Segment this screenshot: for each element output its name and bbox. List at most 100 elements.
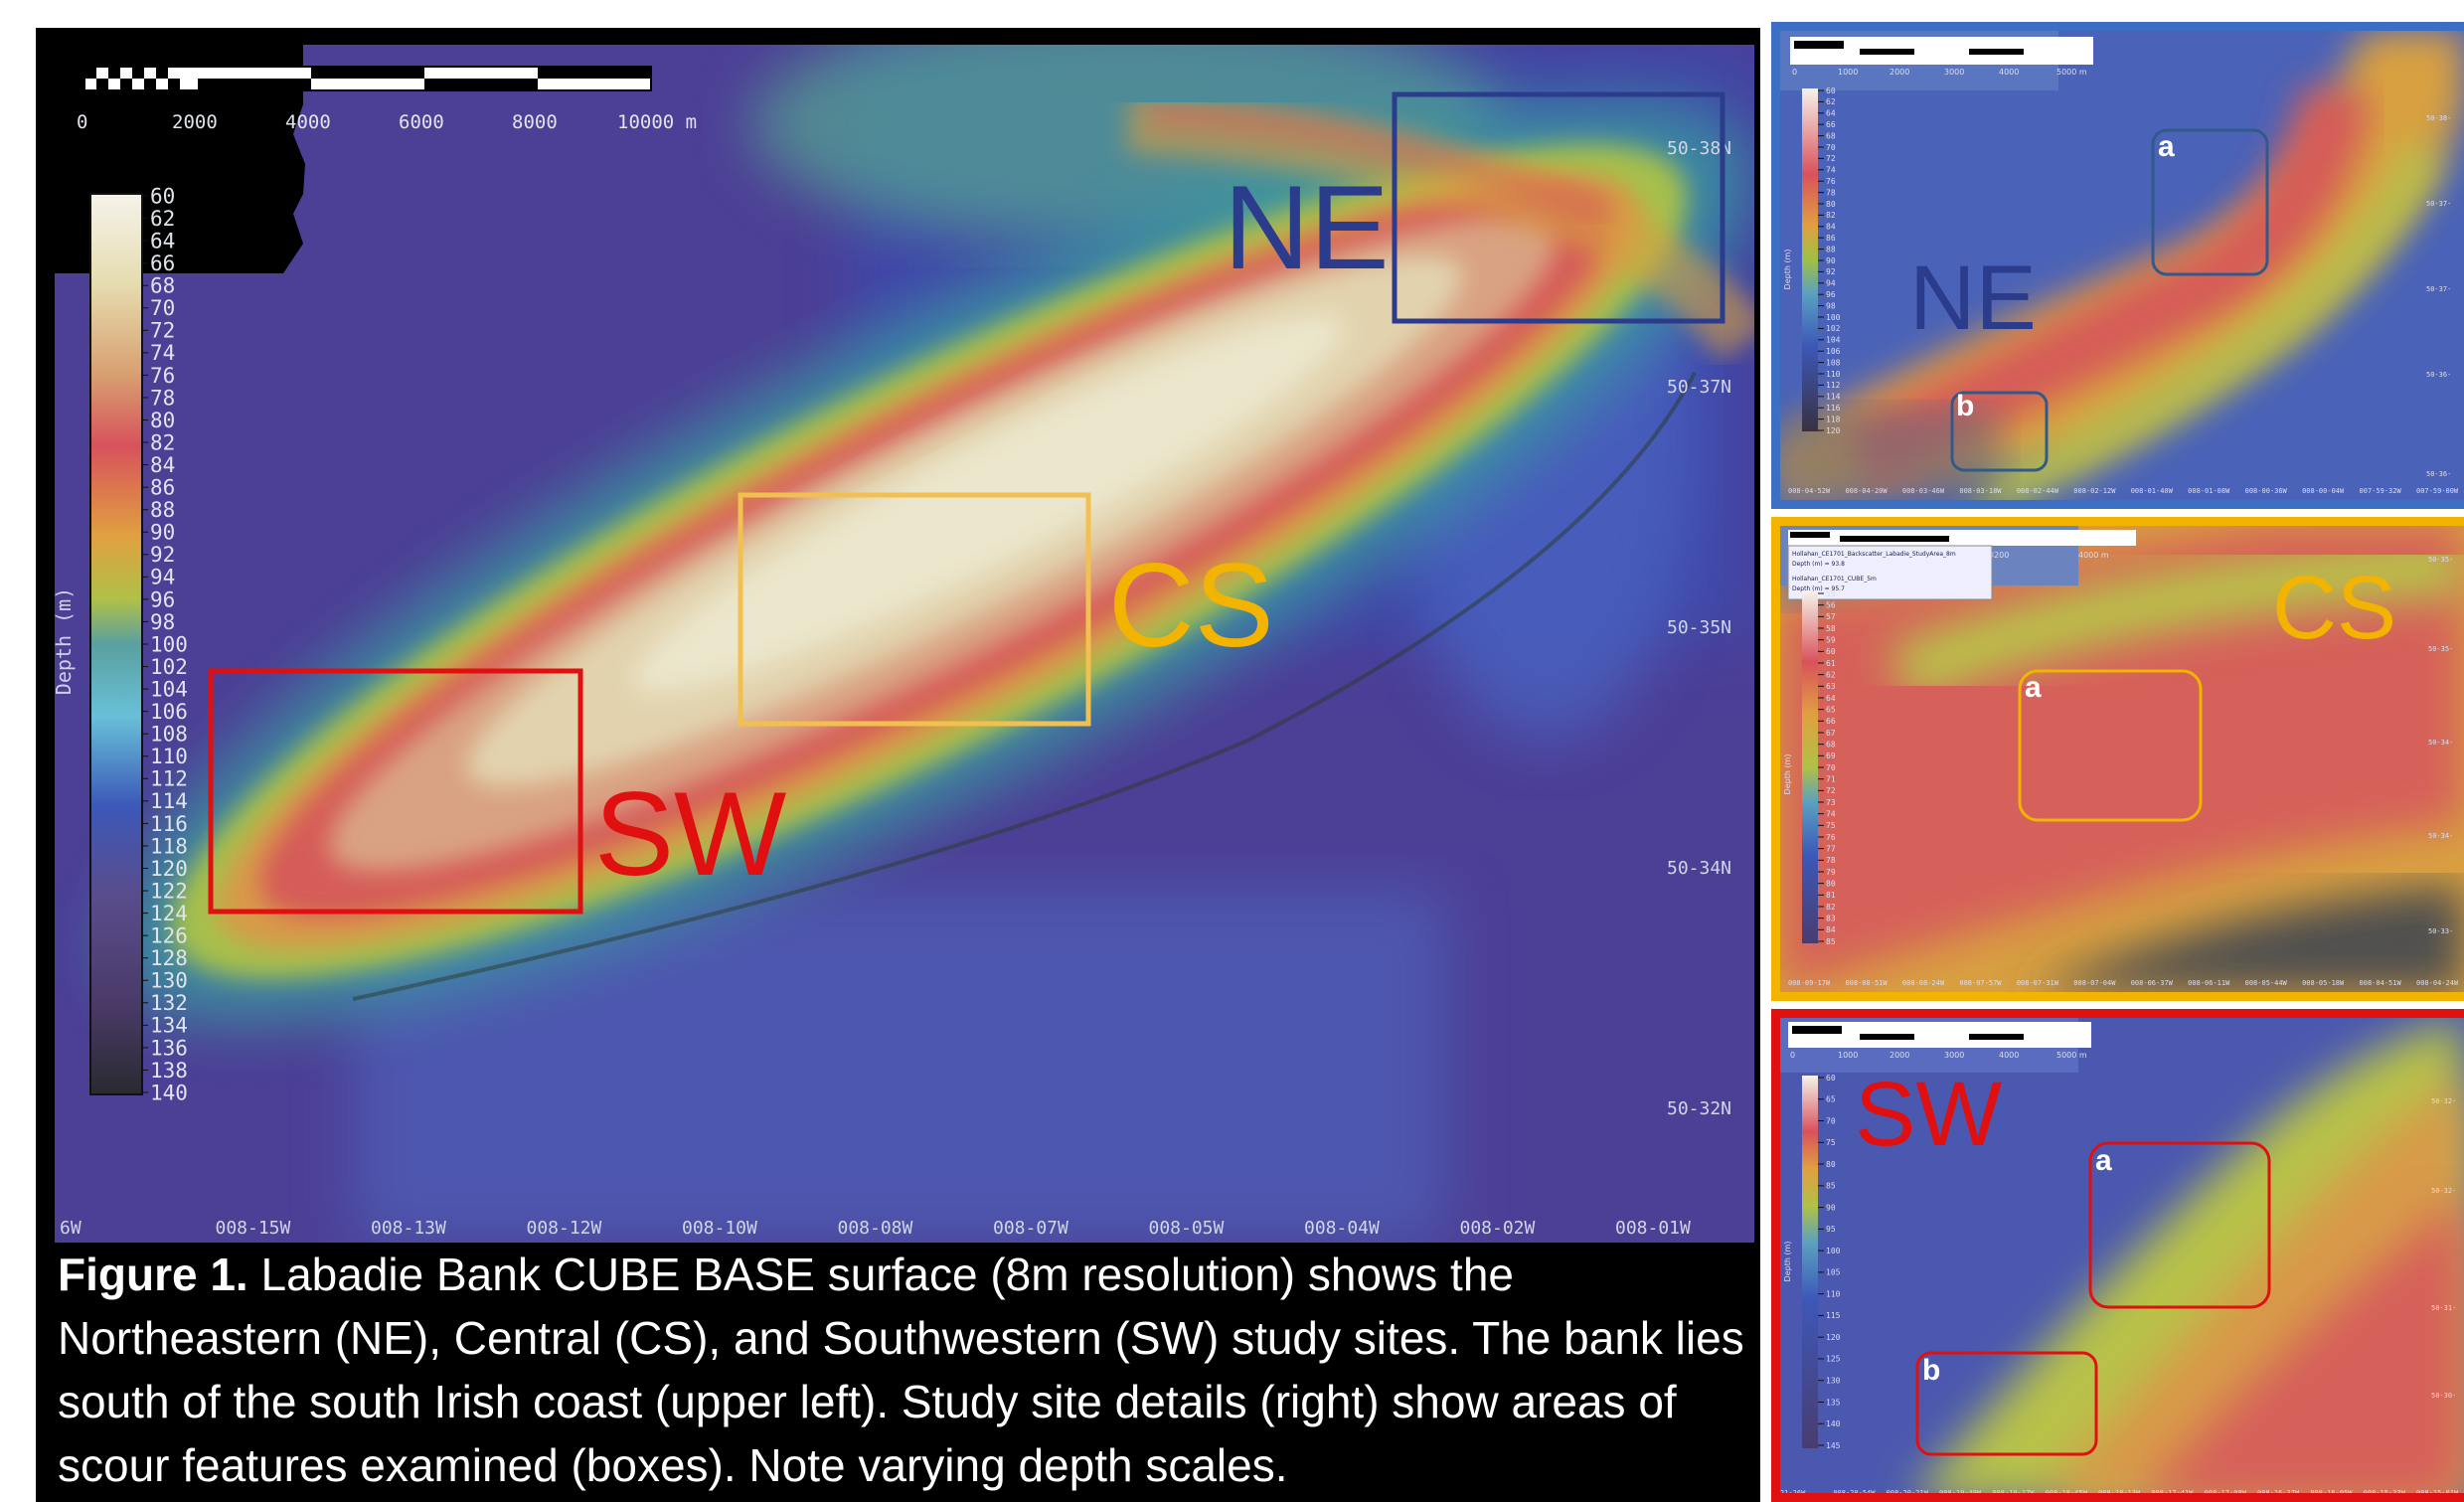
sw-panel-label: SW xyxy=(1855,1064,2002,1165)
depth-tick-label: 110 xyxy=(1826,1289,1841,1298)
longitude-label: 008-16-37W xyxy=(2257,1489,2300,1497)
cs-site-label: CS xyxy=(1108,539,1274,672)
scale-tick: 3200 xyxy=(1989,551,2009,560)
longitude-label: 008-08W xyxy=(838,1218,913,1239)
depth-tick-label: 82 xyxy=(150,430,175,454)
depth-tick-label: 134 xyxy=(150,1014,188,1038)
caption-text: Labadie Bank CUBE BASE surface (8m resol… xyxy=(58,1249,1744,1491)
scale-tick: 4000 xyxy=(285,111,331,133)
longitude-label: 008-01W xyxy=(1615,1218,1691,1239)
depth-tick-label: 76 xyxy=(150,364,175,388)
depth-tick-label: 80 xyxy=(1826,879,1836,888)
depth-tick-label: 60 xyxy=(1826,86,1836,95)
depth-tick-label: 135 xyxy=(1826,1398,1841,1407)
depth-tick-label: 138 xyxy=(150,1059,188,1083)
depth-tick-label: 66 xyxy=(1826,120,1836,129)
depth-tick-label: 100 xyxy=(150,632,188,656)
depth-tick-label: 140 xyxy=(1826,1419,1841,1428)
depth-tick-label: 94 xyxy=(150,566,175,589)
longitude-label: 008-19-49W xyxy=(1939,1489,1982,1497)
cs-box-a xyxy=(2018,669,2203,822)
depth-tick-label: 96 xyxy=(1826,290,1836,299)
depth-axis-label: Depth (m) xyxy=(1783,250,1792,290)
depth-axis-label: Depth (m) xyxy=(1783,1242,1792,1282)
longitude-label: 008-18-45W xyxy=(2046,1489,2088,1497)
longitude-label: 008-06-11W xyxy=(2188,979,2230,987)
latitude-label: 50-34- xyxy=(2428,739,2453,747)
longitude-label: 008-17-09W xyxy=(2205,1489,2247,1497)
depth-tick-label: 85 xyxy=(1826,937,1836,946)
depth-tick-label: 128 xyxy=(150,946,188,970)
depth-tick-label: 114 xyxy=(150,789,188,813)
sw-study-site-box xyxy=(208,668,583,915)
depth-tick-label: 102 xyxy=(150,655,188,679)
depth-tick-label: 120 xyxy=(1826,1333,1841,1342)
depth-tick-label: 90 xyxy=(150,521,175,545)
depth-tick-label: 110 xyxy=(1826,370,1841,379)
depth-tick-label: 126 xyxy=(150,924,188,948)
longitude-label: 008-05W xyxy=(1149,1218,1225,1239)
depth-tick-label: 88 xyxy=(1826,245,1836,253)
longitude-label: 008-06-37W xyxy=(2131,979,2174,987)
depth-tick-label: 94 xyxy=(1826,279,1836,288)
depth-tick-label: 74 xyxy=(1826,809,1836,818)
scale-tick: 5000 m xyxy=(2056,68,2087,77)
depth-tick-label: 70 xyxy=(150,296,175,320)
depth-tick-label: 59 xyxy=(1826,635,1836,644)
labadie-bank-ridge xyxy=(107,98,1751,1025)
longitude-label: 008-17-41W xyxy=(2151,1489,2194,1497)
depth-axis-label: Depth (m) xyxy=(1783,754,1792,795)
cs-panel-label: CS xyxy=(2272,559,2396,658)
depth-tick-label: 108 xyxy=(150,723,188,747)
scale-tick: 4000 xyxy=(1999,1051,2019,1060)
legend-line: Hollahan_CE1701_CUBE_5m xyxy=(1792,576,1877,583)
longitude-label: 008-00-36W xyxy=(2245,487,2288,495)
depth-axis-label: Depth (m) xyxy=(55,587,76,695)
ne-box-a xyxy=(2151,128,2269,276)
legend-line: Hollahan_CE1701_Backscatter_Labadie_Stud… xyxy=(1792,551,1956,558)
legend-line: Depth (m) = 95.7 xyxy=(1792,585,1845,592)
depth-tick-label: 104 xyxy=(150,677,188,701)
latitude-label: 50-37- xyxy=(2426,285,2451,293)
latitude-label: 50-36- xyxy=(2426,470,2451,478)
latitude-label: 50-37N xyxy=(1667,377,1731,398)
longitude-label: 008-04-20W xyxy=(1845,487,1888,495)
ne-panel-label: NE xyxy=(1909,248,2037,349)
depth-tick-label: 65 xyxy=(1826,705,1836,714)
depth-tick-label: 64 xyxy=(1826,109,1836,118)
longitude-label: 008-04W xyxy=(1304,1218,1380,1239)
depth-tick-label: 120 xyxy=(150,857,188,881)
main-depth-colorbar: Depth (m) 606264666870727476788082848688… xyxy=(55,184,188,1104)
depth-tick-label: 132 xyxy=(150,991,188,1015)
depth-tick-label: 114 xyxy=(1826,393,1841,402)
scale-tick: 4000 xyxy=(1999,68,2019,77)
depth-tick-label: 72 xyxy=(150,319,175,343)
depth-tick-label: 95 xyxy=(1826,1225,1836,1234)
longitude-label: 008-08-51W xyxy=(1845,979,1888,987)
latitude-label: 50-35- xyxy=(2428,556,2453,564)
depth-tick-label: 82 xyxy=(1826,211,1836,220)
latitude-label: 50-38- xyxy=(2426,114,2451,122)
caption-figure-number: Figure 1. xyxy=(58,1249,248,1300)
longitude-label: 007-59-32W xyxy=(2360,487,2402,495)
latitude-label: 50-33- xyxy=(2428,927,2453,935)
depth-tick-label: 130 xyxy=(1826,1377,1841,1386)
scale-tick: 5000 m xyxy=(2056,1051,2087,1060)
depth-tick-label: 120 xyxy=(1826,426,1841,435)
ne-site-label: NE xyxy=(1224,161,1390,294)
latitude-label: 50-31- xyxy=(2431,1304,2456,1312)
layer-legend-popup xyxy=(1787,545,1993,600)
latitude-label: 50-30- xyxy=(2431,1392,2456,1400)
depth-tick-label: 106 xyxy=(150,700,188,724)
depth-tick-label: 83 xyxy=(1826,914,1836,922)
depth-tick-label: 70 xyxy=(1826,143,1836,152)
depth-tick-label: 60 xyxy=(1826,1074,1836,1083)
longitude-label: 008-13W xyxy=(371,1218,446,1239)
depth-tick-label: 115 xyxy=(1826,1311,1841,1320)
longitude-label: 008-20-54W xyxy=(1833,1489,1876,1497)
depth-tick-label: 57 xyxy=(1826,612,1836,621)
longitude-label: 007-59-00W xyxy=(2416,487,2459,495)
latitude-label: 50-38N xyxy=(1667,138,1731,159)
latitude-label: 50-32- xyxy=(2431,1187,2456,1195)
depth-tick-label: 75 xyxy=(1826,1138,1836,1147)
